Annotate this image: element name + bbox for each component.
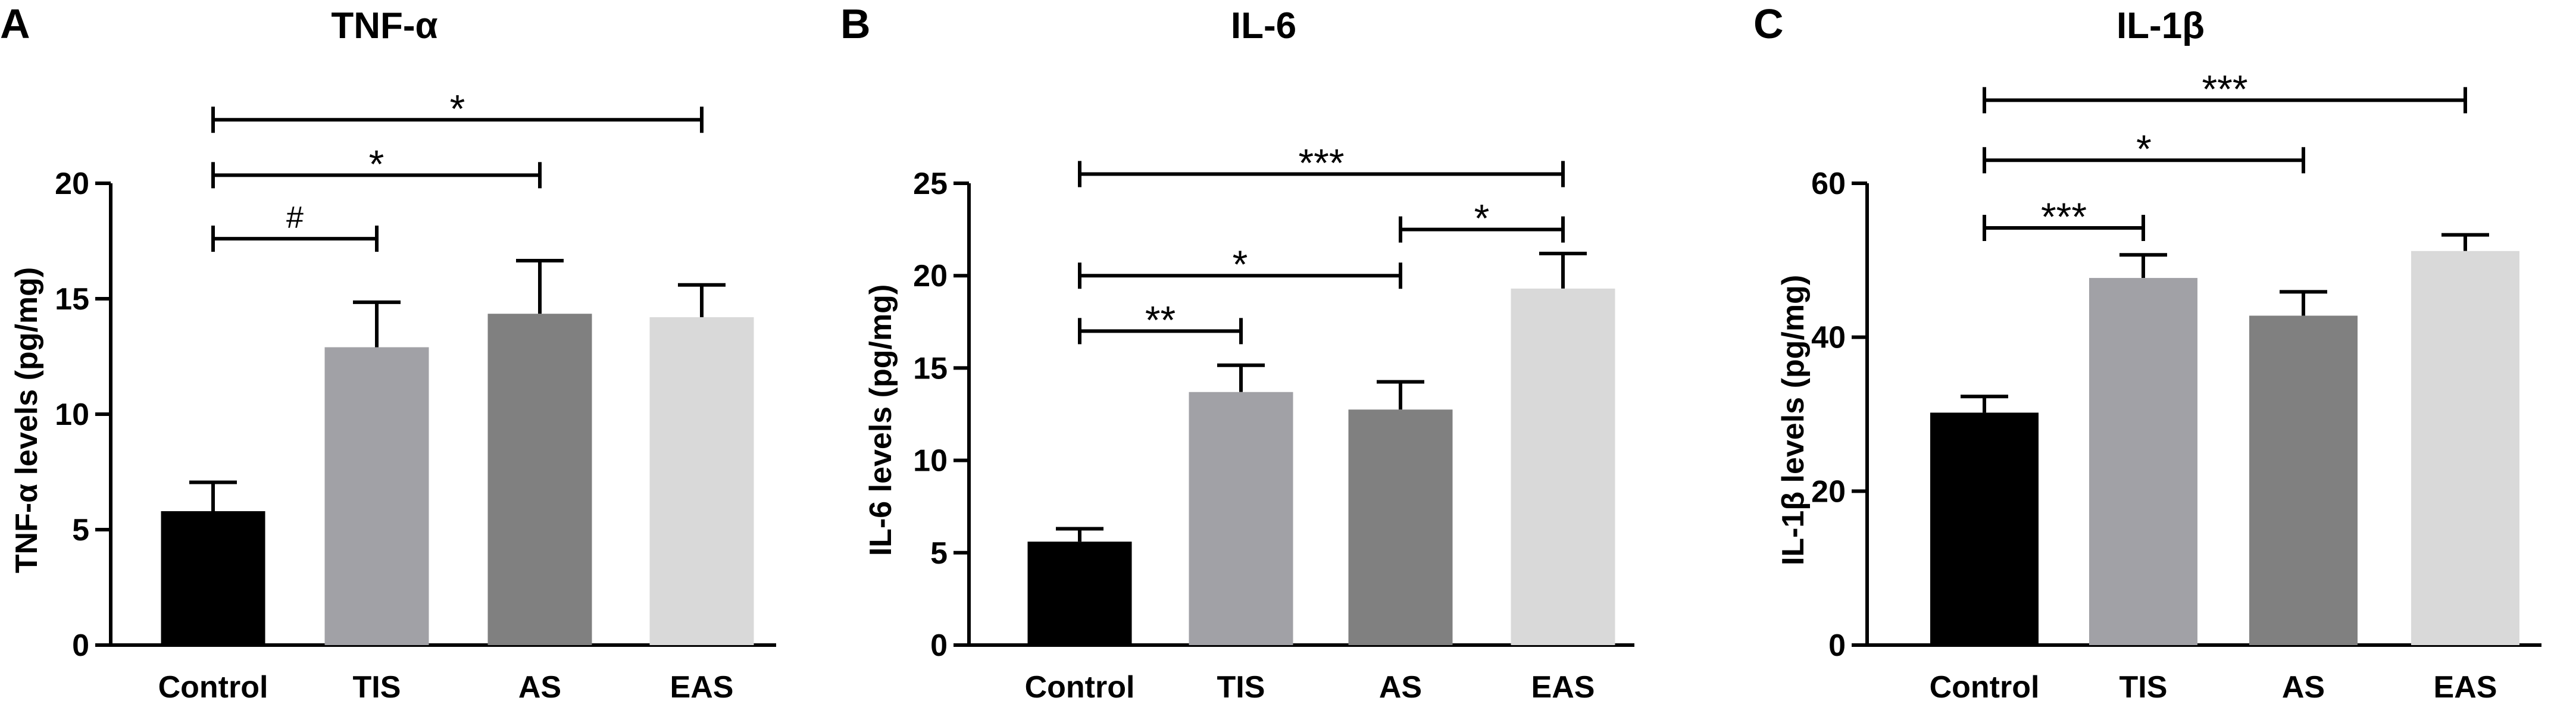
- panel-letter: B: [840, 1, 871, 47]
- bar: [324, 347, 429, 645]
- y-tick-label: 0: [930, 628, 948, 663]
- bar: [2411, 251, 2519, 645]
- bar: [161, 511, 265, 645]
- y-tick-label: 10: [55, 398, 89, 432]
- significance-label: ***: [1298, 140, 1344, 184]
- x-tick-label: EAS: [2434, 670, 2497, 704]
- chart-title: IL-1β: [2117, 5, 2205, 46]
- bar: [2249, 315, 2358, 645]
- bar: [1027, 542, 1132, 645]
- significance-label: *: [1474, 196, 1490, 240]
- chart-title: IL-6: [1231, 5, 1296, 46]
- y-tick-label: 10: [913, 444, 948, 478]
- y-axis-label: TNF-α levels (pg/mg): [10, 267, 44, 573]
- significance-label: *: [2136, 127, 2152, 171]
- y-tick-label: 20: [55, 167, 89, 201]
- significance-label: ***: [2041, 195, 2087, 239]
- y-tick-label: 15: [55, 282, 89, 317]
- x-tick-label: EAS: [670, 670, 734, 704]
- y-tick-label: 25: [913, 167, 948, 201]
- chart-title: TNF-α: [331, 5, 437, 46]
- panel-b: B IL-6 IL-6 levels (pg/mg) 0 5 10 15 20 25 Co…: [840, 1, 1634, 704]
- x-tick-label: EAS: [1531, 670, 1595, 704]
- panel-c: C IL-1β IL-1β levels (pg/mg) 0 20 40 60 Con…: [1753, 1, 2541, 704]
- x-tick-label: AS: [1379, 670, 1422, 704]
- significance-label: ***: [2202, 67, 2247, 111]
- bar: [1189, 392, 1293, 645]
- bar: [1348, 409, 1453, 645]
- y-tick-label: 20: [1811, 474, 1846, 509]
- y-tick-label: 20: [913, 259, 948, 293]
- panel-a: A TNF-α TNF-α levels (pg/mg) 0 5 10 15 20 Co…: [0, 1, 776, 704]
- x-tick-label: TIS: [1217, 670, 1265, 704]
- panel-letter: C: [1753, 1, 1784, 47]
- bar: [1511, 288, 1615, 646]
- y-axis-label: IL-1β levels (pg/mg): [1776, 275, 1811, 565]
- significance-label: #: [286, 201, 304, 235]
- x-tick-label: TIS: [353, 670, 401, 704]
- panel-letter: A: [0, 1, 30, 47]
- y-tick-label: 15: [913, 351, 948, 386]
- significance-label: *: [450, 86, 465, 130]
- x-tick-label: AS: [2282, 670, 2325, 704]
- y-tick-label: 0: [72, 628, 89, 663]
- bar: [649, 317, 754, 645]
- significance-label: *: [369, 142, 384, 186]
- bar: [487, 314, 592, 645]
- significance-label: *: [1233, 242, 1248, 286]
- y-tick-label: 60: [1811, 167, 1846, 201]
- y-tick-label: 0: [1828, 628, 1846, 663]
- bar: [2089, 278, 2197, 646]
- x-tick-label: AS: [518, 670, 561, 704]
- y-tick-label: 40: [1811, 321, 1846, 355]
- y-tick-label: 5: [72, 513, 89, 547]
- significance-label: **: [1145, 298, 1176, 342]
- bar: [1930, 412, 2039, 645]
- x-tick-label: Control: [1930, 670, 2040, 704]
- x-tick-label: Control: [158, 670, 268, 704]
- y-tick-label: 5: [930, 536, 948, 571]
- x-tick-label: TIS: [2119, 670, 2168, 704]
- x-tick-label: Control: [1025, 670, 1135, 704]
- y-axis-label: IL-6 levels (pg/mg): [864, 284, 898, 556]
